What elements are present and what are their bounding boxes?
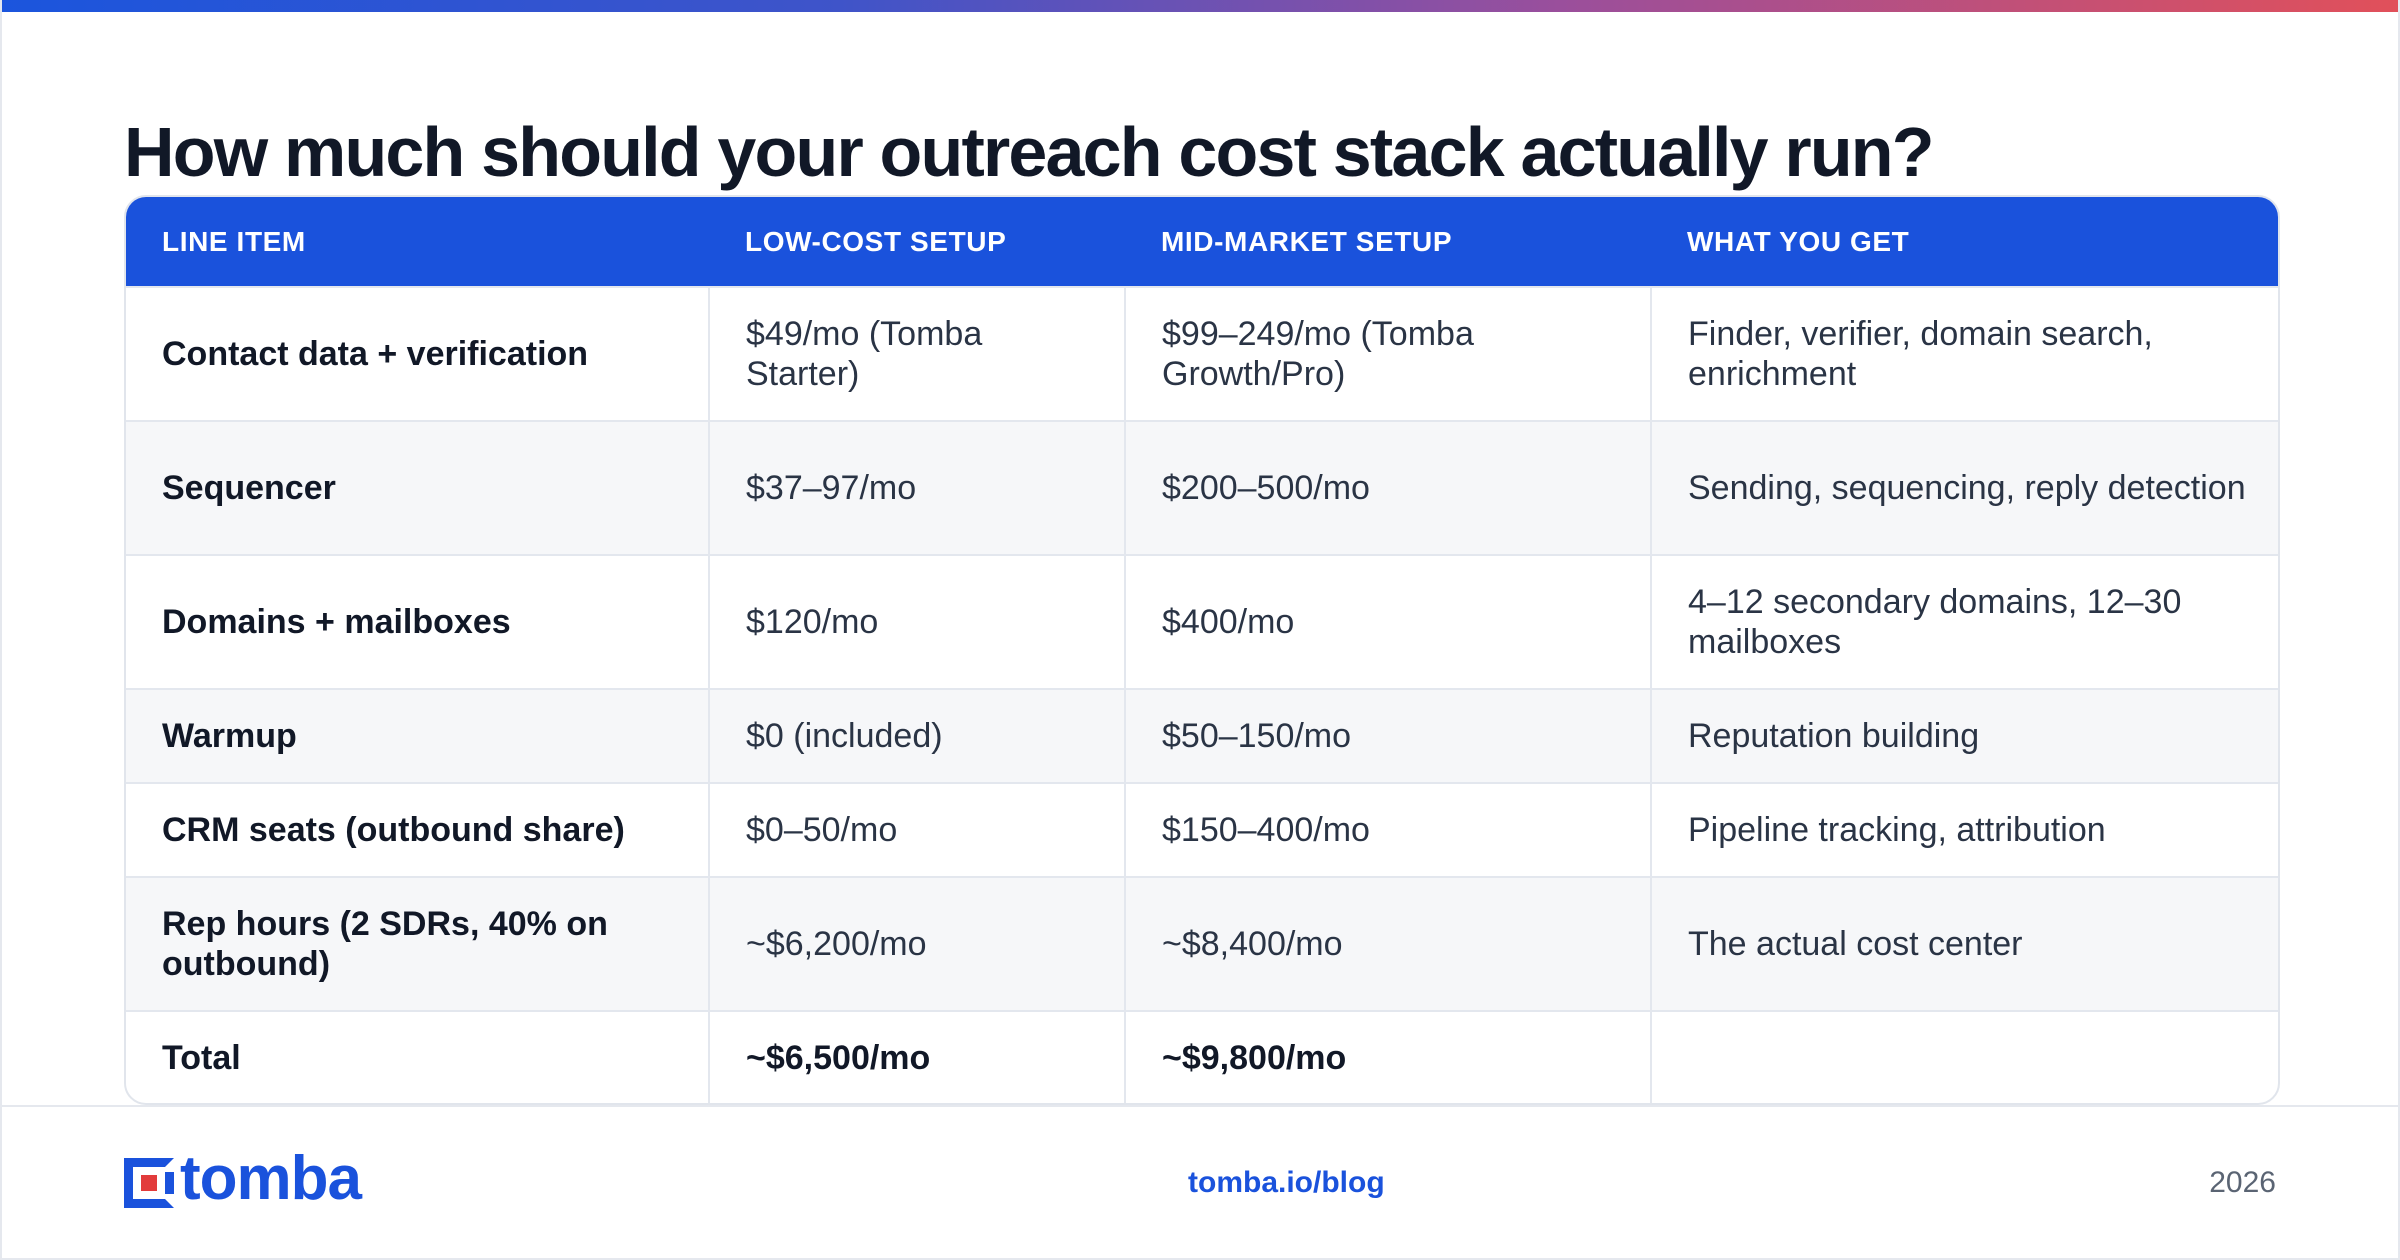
- cell-mid-market: $99–249/mo (Tomba Growth/Pro): [1125, 286, 1652, 421]
- cell-line-item: Sequencer: [126, 420, 710, 555]
- table-row: CRM seats (outbound share) $0–50/mo $150…: [126, 782, 2278, 877]
- cell-what-you-get: Finder, verifier, domain search, enrichm…: [1651, 286, 2278, 421]
- cell-what-you-get: The actual cost center: [1651, 876, 2278, 1011]
- cell-total-what-you-get: [1651, 1010, 2278, 1103]
- cell-total-low-cost: ~$6,500/mo: [709, 1010, 1126, 1103]
- cell-mid-market: $400/mo: [1125, 554, 1652, 689]
- cell-mid-market: $50–150/mo: [1125, 688, 1652, 783]
- cell-low-cost: $0–50/mo: [709, 782, 1126, 877]
- cell-total-mid-market: ~$9,800/mo: [1125, 1010, 1652, 1103]
- cost-table: LINE ITEM LOW-COST SETUP MID-MARKET SETU…: [124, 195, 2280, 1105]
- cell-mid-market: $150–400/mo: [1125, 782, 1652, 877]
- table-row: Sequencer $37–97/mo $200–500/mo Sending,…: [126, 420, 2278, 555]
- cell-line-item: Contact data + verification: [126, 286, 710, 421]
- blog-link[interactable]: tomba.io/blog: [1188, 1166, 1385, 1199]
- header-mid-market: MID-MARKET SETUP: [1161, 225, 1453, 257]
- table-row: Contact data + verification $49/mo (Tomb…: [126, 286, 2278, 421]
- cell-low-cost: $120/mo: [709, 554, 1126, 689]
- cell-line-item: Warmup: [126, 688, 710, 783]
- table-row: Warmup $0 (included) $50–150/mo Reputati…: [126, 688, 2278, 783]
- header-line-item: LINE ITEM: [162, 225, 306, 257]
- cell-line-item: CRM seats (outbound share): [126, 782, 710, 877]
- cell-what-you-get: Pipeline tracking, attribution: [1651, 782, 2278, 877]
- cell-mid-market: $200–500/mo: [1125, 420, 1652, 555]
- page-title: How much should your outreach cost stack…: [124, 113, 1935, 191]
- table-row-total: Total ~$6,500/mo ~$9,800/mo: [126, 1010, 2278, 1103]
- gradient-top-bar: [2, 0, 2398, 12]
- header-what-you-get: WHAT YOU GET: [1687, 225, 1910, 257]
- cell-low-cost: $37–97/mo: [709, 420, 1126, 555]
- tomba-logo[interactable]: tomba: [124, 1148, 362, 1211]
- cell-low-cost: $0 (included): [709, 688, 1126, 783]
- footer-divider: [2, 1105, 2398, 1107]
- table-row: Rep hours (2 SDRs, 40% on outbound) ~$6,…: [126, 876, 2278, 1011]
- cost-table-grid: LINE ITEM LOW-COST SETUP MID-MARKET SETU…: [126, 197, 2278, 1103]
- cell-low-cost: $49/mo (Tomba Starter): [709, 286, 1126, 421]
- table-row: Domains + mailboxes $120/mo $400/mo 4–12…: [126, 554, 2278, 689]
- cell-mid-market: ~$8,400/mo: [1125, 876, 1652, 1011]
- logo-wordmark: tomba: [180, 1144, 362, 1213]
- tomba-logo-icon: [124, 1158, 174, 1208]
- cell-what-you-get: Reputation building: [1651, 688, 2278, 783]
- cell-line-item: Domains + mailboxes: [126, 554, 710, 689]
- table-header-row: LINE ITEM LOW-COST SETUP MID-MARKET SETU…: [126, 197, 2278, 287]
- cell-total-label: Total: [126, 1010, 710, 1103]
- footer-year: 2026: [2209, 1166, 2276, 1199]
- cell-what-you-get: Sending, sequencing, reply detection: [1651, 420, 2278, 555]
- header-low-cost: LOW-COST SETUP: [745, 225, 1007, 257]
- cell-low-cost: ~$6,200/mo: [709, 876, 1126, 1011]
- cell-what-you-get: 4–12 secondary domains, 12–30 mailboxes: [1651, 554, 2278, 689]
- cell-line-item: Rep hours (2 SDRs, 40% on outbound): [126, 876, 710, 1011]
